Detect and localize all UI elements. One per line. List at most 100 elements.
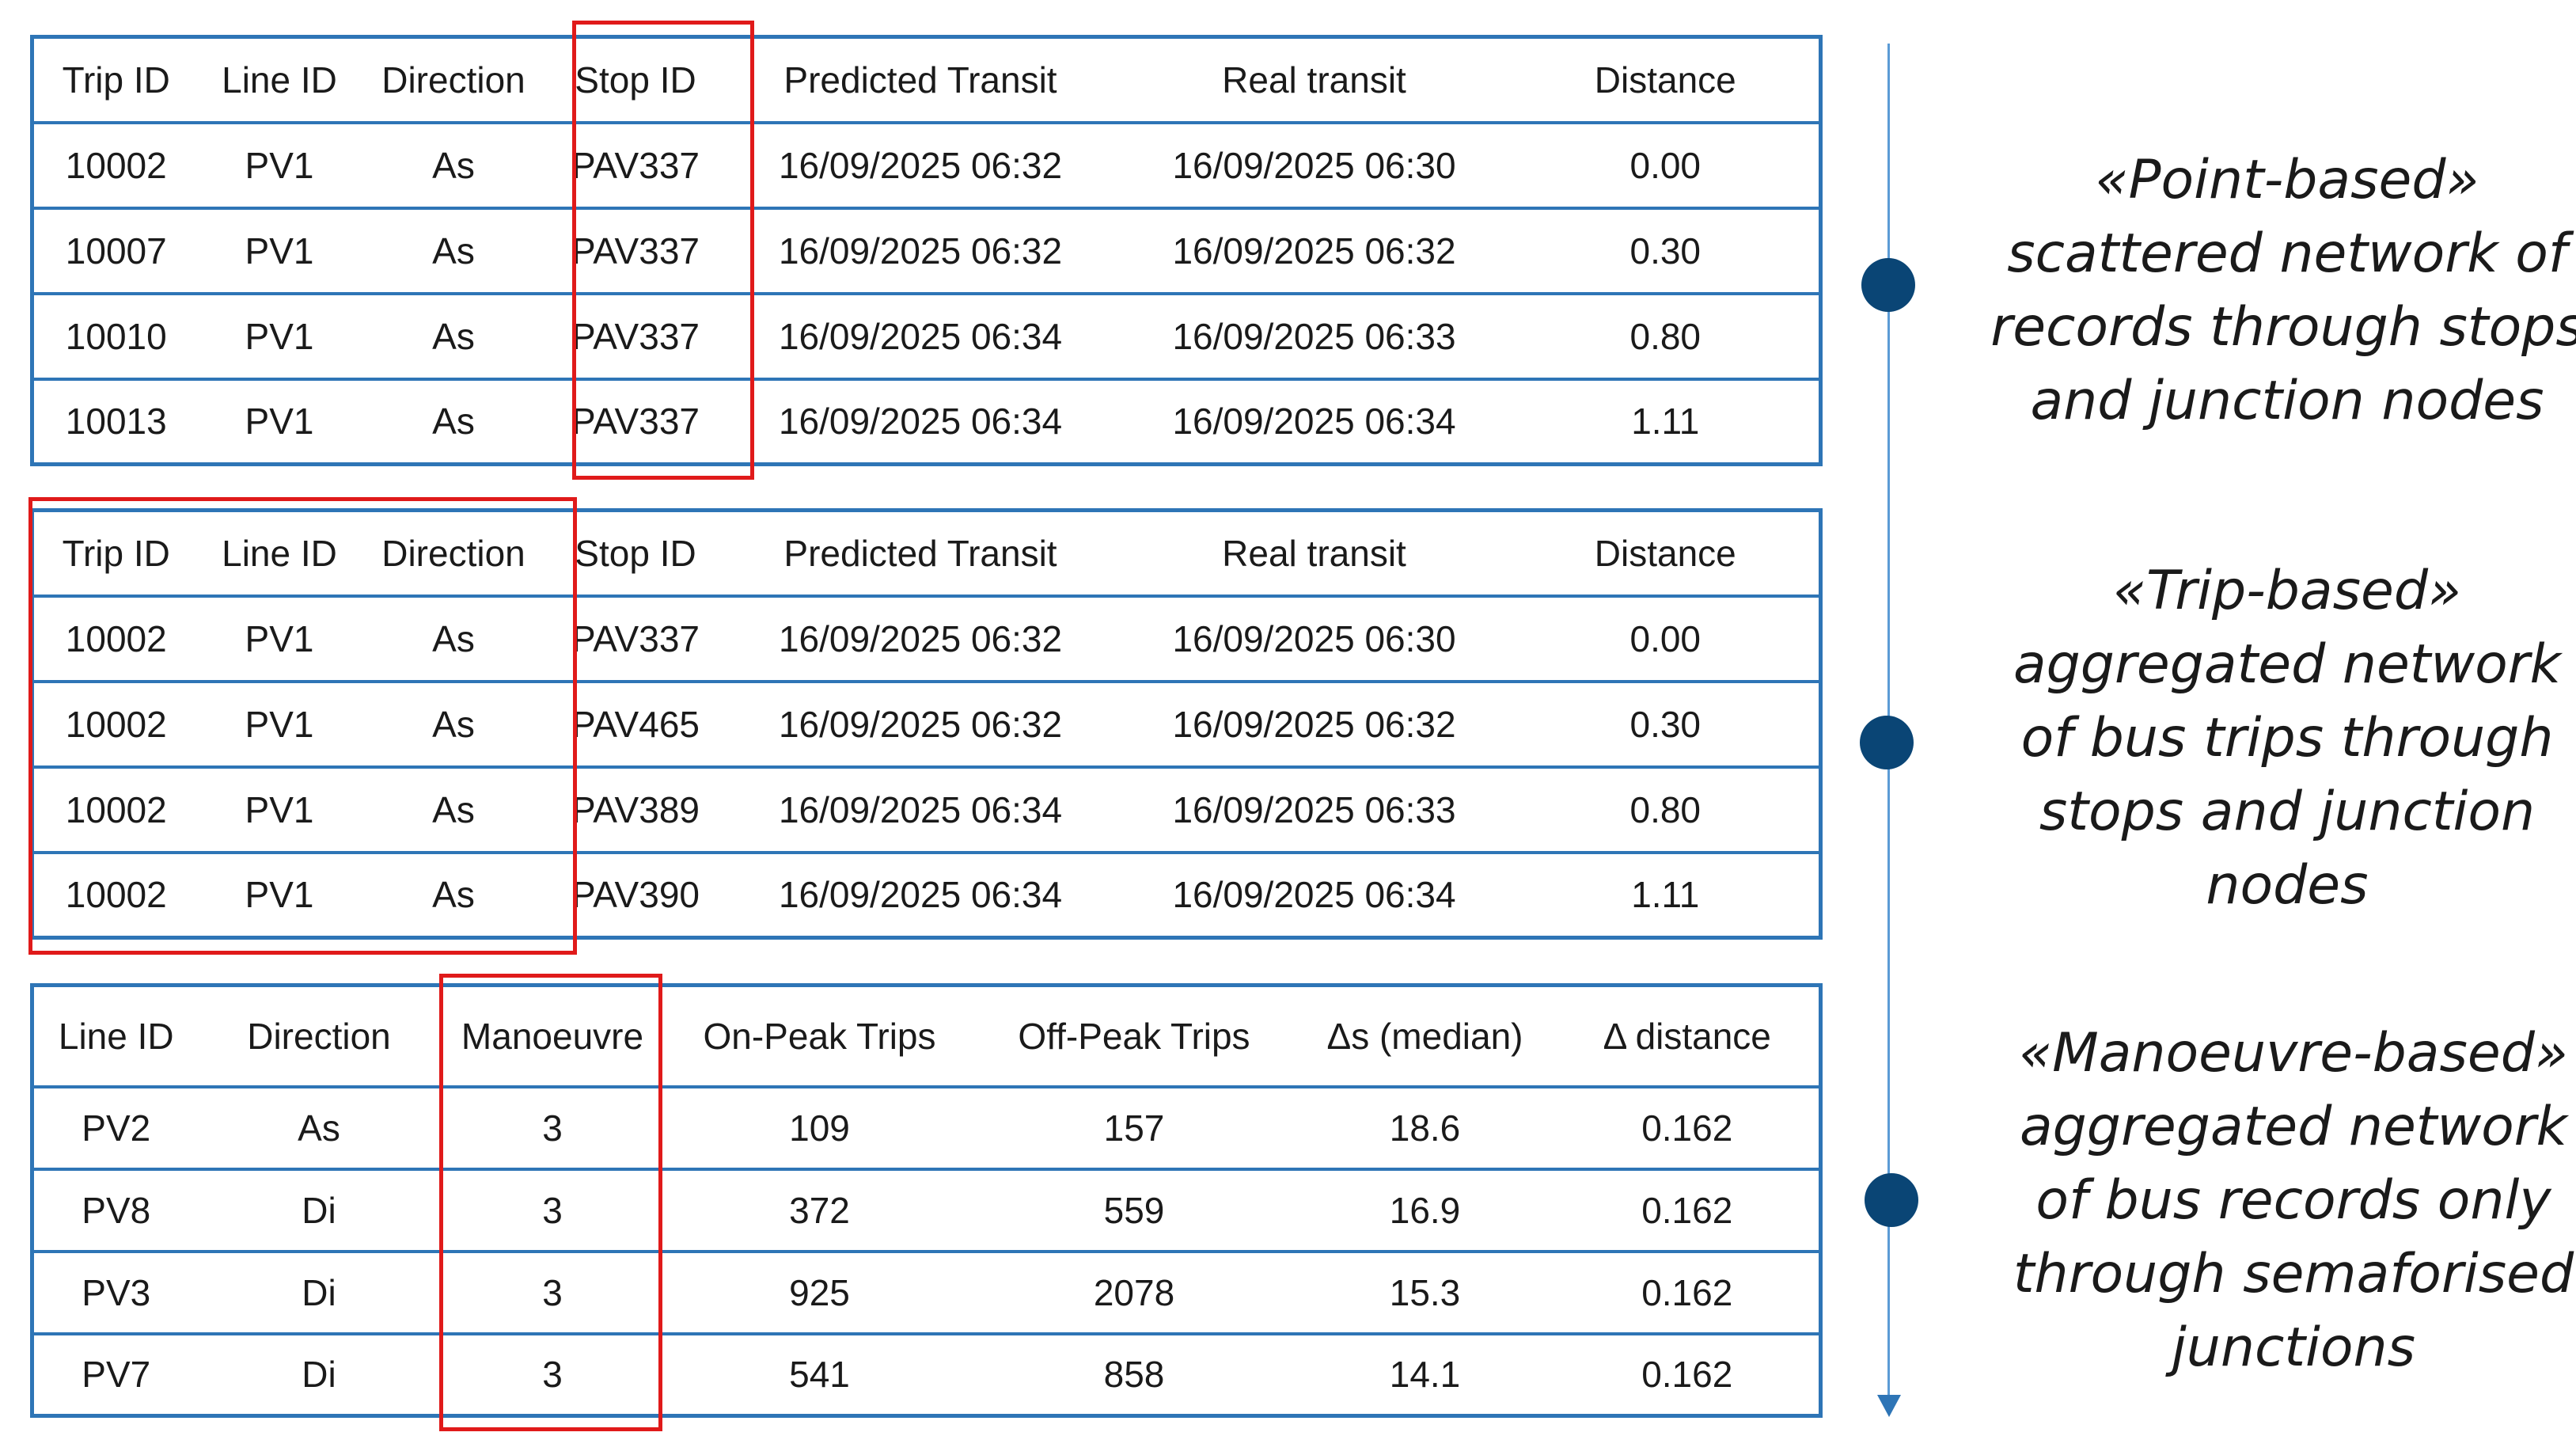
table-cell: 372	[665, 1167, 974, 1252]
column-header: Direction	[381, 532, 525, 574]
table-cell: 16/09/2025 06:32	[724, 120, 1117, 208]
table-cell: 10002	[32, 594, 199, 682]
column-header: Line ID	[222, 532, 337, 574]
table-cell: 3	[439, 1085, 666, 1169]
table-row: 10007 PV1 As PAV337 16/09/2025 06:32 16/…	[32, 206, 1821, 294]
label-line: of bus records only	[2035, 1169, 2551, 1232]
table-cell: 0.162	[1555, 1167, 1821, 1252]
label-line: aggregated network	[2013, 633, 2562, 696]
table-cell: 3	[439, 1167, 666, 1252]
table-row: 10013 PV1 As PAV337 16/09/2025 06:34 16/…	[32, 377, 1821, 465]
column-header: Real transit	[1222, 59, 1406, 101]
label-line: records through stops	[1990, 296, 2576, 359]
manoeuvre-based-table: Line ID Direction Manoeuvre On-Peak Trip…	[30, 983, 1823, 1418]
column-header: Trip ID	[62, 59, 170, 101]
table-cell: 16/09/2025 06:32	[724, 679, 1117, 767]
timeline-dot-point-based	[1861, 258, 1915, 312]
table-cell: PAV337	[546, 377, 725, 465]
table-cell: 541	[665, 1332, 974, 1416]
label-line: stops and junction	[2039, 781, 2536, 843]
table-cell: 1.11	[1512, 850, 1821, 938]
table-cell: 559	[973, 1167, 1295, 1252]
table-cell: 3	[439, 1249, 666, 1334]
timeline-dot-trip-based	[1860, 716, 1914, 769]
table-cell: 16/09/2025 06:34	[724, 377, 1117, 465]
table-row: 10002 PV1 As PAV337 16/09/2025 06:32 16/…	[32, 120, 1821, 208]
table-cell: 10002	[32, 850, 199, 938]
stop-id-highlight	[572, 21, 754, 480]
table-header-row: Line ID Direction Manoeuvre On-Peak Trip…	[32, 986, 1821, 1087]
timeline-arrow-icon	[1877, 1395, 1901, 1417]
table-cell: 16/09/2025 06:33	[1116, 765, 1512, 853]
manoeuvre-highlight	[439, 974, 662, 1431]
table-cell: 1.11	[1512, 377, 1821, 465]
table-cell: 16/09/2025 06:32	[724, 594, 1117, 682]
trip-line-direction-highlight	[28, 497, 577, 955]
table-cell: As	[360, 850, 547, 938]
table-cell: 858	[973, 1332, 1295, 1416]
table-cell: 10002	[32, 120, 199, 208]
table-row: PV7 Di 3 541 858 14.1 0.162	[32, 1332, 1821, 1416]
label-line: «Manoeuvre-based»	[2019, 1022, 2568, 1085]
column-header: Line ID	[222, 59, 337, 101]
table-cell: PV1	[198, 765, 361, 853]
label-line: nodes	[2206, 854, 2369, 917]
table-cell: As	[360, 679, 547, 767]
table-cell: 10007	[32, 206, 199, 294]
table-cell: 18.6	[1294, 1085, 1556, 1169]
table-cell: 14.1	[1294, 1332, 1556, 1416]
table-cell: 15.3	[1294, 1249, 1556, 1334]
table-cell: 10013	[32, 377, 199, 465]
table-cell: PV1	[198, 291, 361, 379]
table-cell: PAV389	[546, 765, 725, 853]
table-cell: PV2	[32, 1085, 199, 1169]
table-row: PV3 Di 3 925 2078 15.3 0.162	[32, 1249, 1821, 1334]
column-header: Distance	[1594, 532, 1736, 574]
point-based-table: Trip ID Line ID Direction Stop ID Predic…	[30, 35, 1823, 466]
table-cell: 0.80	[1512, 765, 1821, 853]
table-cell: 157	[973, 1085, 1295, 1169]
label-line: junctions	[2171, 1316, 2416, 1379]
table-cell: PV3	[32, 1249, 199, 1334]
table-cell: 0.162	[1555, 1249, 1821, 1334]
table-cell: 10010	[32, 291, 199, 379]
table-row: PV8 Di 3 372 559 16.9 0.162	[32, 1167, 1821, 1252]
label-line: aggregated network	[2019, 1096, 2568, 1158]
table-cell: 16/09/2025 06:32	[1116, 679, 1512, 767]
table-cell: 10002	[32, 765, 199, 853]
table-cell: 16/09/2025 06:34	[1116, 850, 1512, 938]
table-cell: Di	[198, 1167, 440, 1252]
table-cell: 0.30	[1512, 206, 1821, 294]
table-cell: 0.30	[1512, 679, 1821, 767]
table-cell: 16/09/2025 06:33	[1116, 291, 1512, 379]
table-cell: 16/09/2025 06:34	[724, 850, 1117, 938]
column-header: Δs (median)	[1326, 1015, 1523, 1057]
table-cell: As	[360, 120, 547, 208]
column-header: Off-Peak Trips	[1018, 1015, 1250, 1057]
table-cell: 16/09/2025 06:30	[1116, 120, 1512, 208]
table-cell: PV8	[32, 1167, 199, 1252]
table-cell: PV1	[198, 679, 361, 767]
column-header: Direction	[247, 1015, 391, 1057]
table-cell: PV1	[198, 594, 361, 682]
table-cell: PV7	[32, 1332, 199, 1416]
table-cell: 16/09/2025 06:34	[1116, 377, 1512, 465]
table-row: 10002 PV1 As PAV390 16/09/2025 06:34 16/…	[32, 850, 1821, 938]
table-cell: 0.00	[1512, 120, 1821, 208]
label-line: «Point-based»	[2095, 149, 2479, 211]
column-header: Manoeuvre	[461, 1015, 644, 1057]
table-header-row: Trip ID Line ID Direction Stop ID Predic…	[32, 511, 1821, 596]
table-cell: 0.162	[1555, 1332, 1821, 1416]
timeline-dot-manoeuvre-based	[1865, 1173, 1918, 1227]
table-cell: 0.00	[1512, 594, 1821, 682]
column-header: Predicted Transit	[783, 532, 1057, 574]
table-cell: PAV337	[546, 206, 725, 294]
table-cell: 16/09/2025 06:32	[724, 206, 1117, 294]
column-header: Line ID	[58, 1015, 174, 1057]
table-cell: 16/09/2025 06:34	[724, 765, 1117, 853]
table-cell: As	[360, 765, 547, 853]
table-cell: 10002	[32, 679, 199, 767]
table-row: 10002 PV1 As PAV389 16/09/2025 06:34 16/…	[32, 765, 1821, 853]
table-cell: Di	[198, 1249, 440, 1334]
trip-based-table: Trip ID Line ID Direction Stop ID Predic…	[30, 508, 1823, 940]
